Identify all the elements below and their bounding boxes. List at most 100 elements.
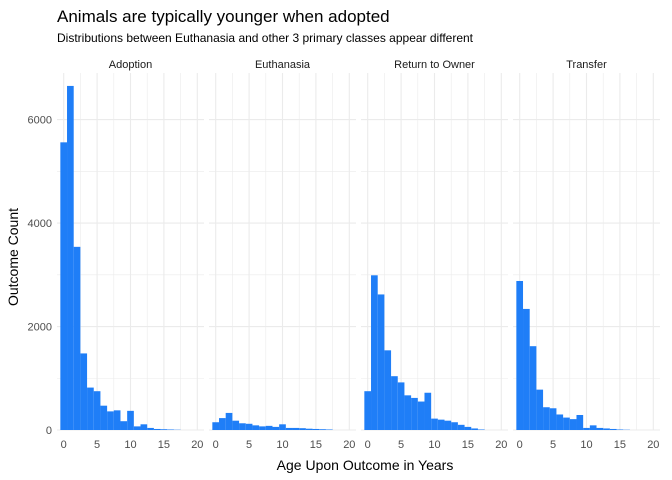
histogram-bar <box>377 294 385 430</box>
histogram-bar <box>444 420 452 430</box>
histogram-bar <box>603 428 610 430</box>
histogram-bar <box>259 426 266 430</box>
histogram-bar <box>411 397 418 430</box>
histogram-bar <box>73 246 81 430</box>
histogram-bar <box>417 401 425 430</box>
histogram-bar <box>451 422 458 430</box>
histogram-bar <box>319 429 326 430</box>
histogram-bar <box>160 429 168 430</box>
histogram-bar <box>536 389 544 430</box>
histogram-bar <box>424 392 432 430</box>
histogram-bar <box>147 427 154 430</box>
histogram-bar <box>80 353 88 430</box>
histogram-bar <box>272 426 280 430</box>
x-tick-label: 20 <box>495 439 507 451</box>
y-tick-label: 0 <box>46 425 52 437</box>
histogram-bar <box>133 426 141 430</box>
histogram-bar <box>245 423 253 430</box>
y-tick-label: 2000 <box>28 322 52 334</box>
histogram-bar <box>516 280 524 430</box>
histogram-bar <box>364 391 372 430</box>
x-tick-label: 0 <box>517 439 523 451</box>
x-tick-label: 10 <box>276 439 288 451</box>
y-tick-label: 6000 <box>28 115 52 127</box>
panel-return-to-owner: Return to Owner 0 5 10 15 20 <box>361 59 508 451</box>
histogram-bar <box>93 391 101 430</box>
histogram-bar <box>60 142 68 430</box>
chart-subtitle: Distributions between Euthanasia and oth… <box>57 31 474 45</box>
x-tick-label: 0 <box>61 439 67 451</box>
histogram-bar <box>299 428 306 430</box>
facet-label-adoption: Adoption <box>109 59 152 71</box>
x-tick-label: 0 <box>365 439 371 451</box>
x-tick-label: 15 <box>158 439 170 451</box>
histogram-bar <box>523 308 530 430</box>
x-tick-label: 0 <box>213 439 219 451</box>
histogram-bar <box>464 426 472 430</box>
histogram-bar <box>596 427 604 430</box>
x-tick-label: 10 <box>428 439 440 451</box>
x-tick-label: 20 <box>343 439 355 451</box>
histogram-bar <box>312 428 320 430</box>
histogram-bar <box>397 382 405 430</box>
facet-label-transfer: Transfer <box>566 59 607 71</box>
histogram-bar <box>457 424 465 430</box>
histogram-bar <box>127 410 134 430</box>
histogram-bar <box>292 427 300 430</box>
histogram-bar <box>549 408 557 430</box>
histogram-bar <box>87 387 94 430</box>
x-tick-label: 10 <box>580 439 592 451</box>
histogram-bar <box>563 417 570 430</box>
facet-label-euthanasia: Euthanasia <box>255 59 311 71</box>
histogram-bar <box>67 85 74 430</box>
histogram-bar <box>404 395 412 430</box>
chart-title: Animals are typically younger when adopt… <box>57 7 390 26</box>
histogram-bar <box>325 429 333 430</box>
histogram-bar <box>616 429 624 430</box>
x-tick-label: 20 <box>191 439 203 451</box>
histogram-bar <box>285 427 293 430</box>
histogram-bar <box>239 423 246 430</box>
histogram-bar <box>477 429 485 430</box>
histogram-bar <box>232 420 240 430</box>
x-tick-label: 10 <box>124 439 136 451</box>
x-tick-label: 15 <box>462 439 474 451</box>
y-axis: 0 2000 4000 6000 <box>28 115 52 437</box>
histogram-bar <box>431 418 438 430</box>
x-tick-label: 5 <box>94 439 100 451</box>
histogram-bar <box>140 424 148 430</box>
histogram-bar <box>589 425 597 430</box>
histogram-bar <box>556 414 564 430</box>
histogram-bar <box>583 427 590 430</box>
histogram-bar <box>279 424 286 430</box>
panel-transfer: Transfer 0 5 10 15 20 <box>513 59 660 451</box>
x-tick-label: 5 <box>398 439 404 451</box>
histogram-bar <box>384 350 392 430</box>
facet-label-return-to-owner: Return to Owner <box>394 59 475 71</box>
histogram-bar <box>265 425 273 430</box>
histogram-bar <box>219 418 226 430</box>
histogram-bar <box>576 414 584 430</box>
histogram-bar <box>225 412 233 430</box>
x-tick-label: 20 <box>647 439 659 451</box>
histogram-bar <box>153 428 161 430</box>
histogram-bar <box>113 410 121 430</box>
x-tick-label: 15 <box>614 439 626 451</box>
histogram-bar <box>609 428 617 430</box>
y-axis-title: Outcome Count <box>5 208 21 306</box>
panel-euthanasia: Euthanasia 0 5 10 15 20 <box>209 59 356 451</box>
x-tick-label: 15 <box>310 439 322 451</box>
histogram-bar <box>120 421 128 430</box>
histogram-bar <box>529 346 537 430</box>
x-tick-label: 5 <box>246 439 252 451</box>
histogram-bar <box>391 376 398 430</box>
histogram-bar <box>212 422 220 430</box>
y-tick-label: 4000 <box>28 218 52 230</box>
histogram-bar <box>107 411 114 430</box>
histogram-bar <box>471 428 478 430</box>
histogram-bar <box>437 419 445 430</box>
x-axis-title: Age Upon Outcome in Years <box>277 457 454 473</box>
histogram-bar <box>543 407 550 430</box>
